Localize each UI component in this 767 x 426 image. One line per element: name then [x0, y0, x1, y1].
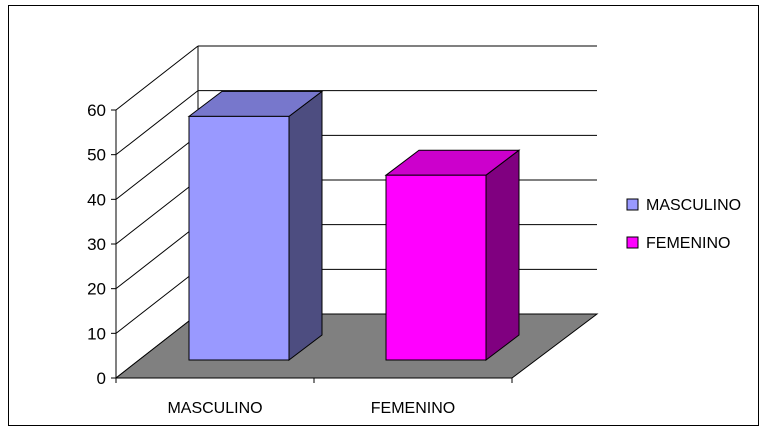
y-tick-label: 0 — [97, 369, 106, 388]
legend: MASCULINO FEMENINO — [626, 197, 741, 252]
y-tick-label: 50 — [87, 146, 106, 165]
wall-gridline — [115, 224, 199, 290]
bars — [187, 90, 521, 362]
bar-femenino — [385, 174, 487, 361]
y-tick-label: 10 — [87, 324, 106, 343]
bar-side-femenino — [485, 149, 520, 362]
chart-floor — [114, 313, 599, 379]
x-tick-label: FEMENINO — [371, 400, 455, 417]
wall-gridline — [115, 45, 199, 111]
legend-label-femenino: FEMENINO — [646, 235, 730, 252]
legend-label-masculino: MASCULINO — [646, 197, 741, 214]
y-axis-ticks: 0 10 20 30 40 50 60 — [87, 101, 116, 388]
wall-gridline — [115, 134, 199, 200]
y-tick-label: 40 — [87, 190, 106, 209]
bar-side-masculino — [288, 90, 323, 362]
x-tick-label: MASCULINO — [167, 400, 262, 417]
wall-gridline — [115, 90, 199, 156]
wall-gridline — [115, 268, 199, 334]
legend-swatch-femenino — [626, 236, 639, 249]
x-axis-labels: MASCULINO FEMENINO — [167, 400, 455, 417]
y-tick-label: 30 — [87, 235, 106, 254]
legend-swatch-masculino — [626, 198, 639, 211]
plot-area: 0 10 20 30 40 50 60 MASCULINO FEMENINO — [87, 45, 599, 417]
bar-masculino — [188, 115, 290, 361]
y-tick-label: 60 — [87, 101, 106, 120]
y-tick-label: 20 — [87, 280, 106, 299]
wall-gridline — [115, 179, 199, 245]
